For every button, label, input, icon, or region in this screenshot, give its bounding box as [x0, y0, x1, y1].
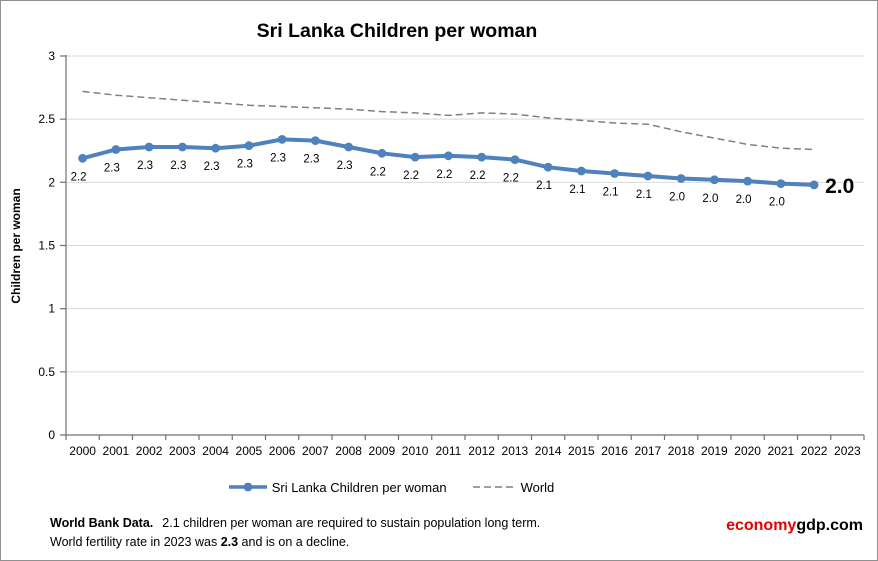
data-label: 2.2: [436, 169, 452, 181]
data-label: 2.3: [303, 154, 319, 166]
brand-part-economy: economy: [726, 517, 797, 534]
data-point-marker: [144, 142, 154, 152]
data-point-marker: [510, 155, 520, 165]
data-label: 2.1: [536, 180, 552, 192]
y-tick-label: 1: [48, 302, 55, 316]
data-point-marker: [676, 174, 686, 183]
y-tick-label: 2.5: [38, 112, 55, 126]
x-tick-label: 2011: [435, 444, 461, 458]
data-point-marker: [610, 169, 619, 178]
data-label: 2.0: [769, 197, 785, 209]
x-tick-label: 2005: [236, 444, 263, 458]
data-point-marker: [710, 175, 719, 185]
x-tick-label: 2009: [369, 444, 396, 458]
source-bold: World Bank Data.: [50, 516, 154, 530]
data-label: 2.2: [503, 173, 519, 185]
plot-area: 0 0.5 1 1.5 2 2.5 3 2000 2001 2002 2003 2004 2005 200…: [38, 49, 865, 458]
source-line-2: World fertility rate in 2023 was 2.3 and…: [50, 534, 350, 549]
chart-title: Sri Lanka Children per woman: [256, 20, 538, 42]
data-label: 2.3: [270, 152, 286, 164]
x-tick-label: 2012: [468, 444, 495, 458]
x-tick-label: 2023: [834, 444, 861, 458]
y-tick-label: 3: [48, 49, 55, 63]
x-tick-label: 2003: [169, 444, 196, 458]
line-marker-sample-icon: [228, 482, 267, 492]
legend-item-world: World: [472, 479, 555, 495]
data-point-marker: [377, 148, 387, 158]
brand-part-gdp: gdp.com: [796, 517, 863, 534]
data-label: 2.0: [669, 192, 685, 204]
data-point-marker: [543, 162, 553, 172]
data-point-marker: [78, 153, 87, 163]
data-point-marker: [277, 135, 287, 144]
data-label: 2.0: [702, 193, 718, 205]
data-label: 2.0: [736, 194, 752, 206]
brand-link[interactable]: economygdp.com: [726, 517, 863, 535]
x-tick-label: 2002: [136, 444, 163, 458]
data-label: 2.3: [204, 161, 220, 173]
data-point-marker: [211, 143, 221, 153]
data-point-marker: [577, 166, 586, 176]
x-tick-label: 2017: [635, 444, 662, 458]
data-point-marker: [111, 145, 121, 154]
end-value-label: 2.0: [825, 175, 854, 198]
y-tick-label: 1.5: [38, 239, 55, 253]
x-tick-label: 2015: [568, 444, 595, 458]
data-point-marker: [311, 136, 320, 146]
y-tick-label: 0: [48, 428, 55, 442]
y-tick-label: 2: [48, 175, 55, 189]
world-line: [82, 90, 815, 151]
x-tick-label: 2022: [801, 444, 828, 458]
x-tick-label: 2016: [601, 444, 628, 458]
data-point-marker: [643, 171, 653, 181]
data-label: 2.2: [403, 170, 419, 182]
data-label: 2.3: [104, 163, 120, 175]
x-tick-label: 2004: [202, 444, 229, 458]
x-tick-label: 2019: [701, 444, 728, 458]
x-tick-label: 2013: [502, 444, 529, 458]
x-tick-label: 2008: [335, 444, 362, 458]
source-note: World Bank Data. 2.1 children per woman a…: [50, 514, 540, 551]
data-point-marker: [776, 179, 786, 189]
data-label: 2.2: [470, 170, 486, 182]
data-point-marker: [410, 152, 420, 162]
y-tick-label: 0.5: [38, 365, 55, 379]
x-tick-label: 2001: [103, 444, 130, 458]
data-label: 2.3: [237, 159, 253, 171]
data-label: 2.3: [170, 160, 186, 172]
data-point-marker: [178, 142, 187, 152]
data-label: 2.3: [337, 160, 353, 172]
data-point-marker: [743, 176, 752, 186]
data-label: 2.1: [569, 184, 585, 196]
line-chart: 0 0.5 1 1.5 2 2.5 3 2000 2001 2002 2003 2004 2005 200…: [38, 49, 865, 458]
data-point-marker: [444, 151, 453, 161]
data-point-marker: [344, 142, 353, 152]
x-tick-label: 2007: [302, 444, 329, 458]
data-point-marker: [244, 141, 254, 151]
source-line-1: World Bank Data. 2.1 children per woman a…: [50, 516, 541, 530]
x-tick-label: 2020: [734, 444, 761, 458]
x-tick-label: 2021: [768, 444, 795, 458]
data-point-marker: [477, 152, 486, 162]
legend: Sri Lanka Children per woman World: [61, 478, 721, 496]
data-label: 2.1: [636, 189, 652, 201]
data-label: 2.1: [603, 187, 619, 199]
data-label: 2.2: [71, 171, 87, 183]
x-tick-label: 2010: [402, 444, 429, 458]
x-tick-label: 2006: [269, 444, 296, 458]
x-tick-label: 2018: [668, 444, 695, 458]
legend-label-sri-lanka: Sri Lanka Children per woman: [271, 479, 447, 495]
legend-item-sri-lanka: Sri Lanka Children per woman: [228, 480, 447, 495]
legend-label-world: World: [520, 479, 555, 495]
data-label: 2.3: [137, 160, 153, 172]
x-tick-label: 2000: [69, 444, 96, 458]
dashed-line-sample-icon: [472, 486, 517, 488]
data-point-marker: [809, 180, 819, 190]
data-label: 2.2: [370, 166, 386, 178]
x-tick-label: 2014: [535, 444, 562, 458]
